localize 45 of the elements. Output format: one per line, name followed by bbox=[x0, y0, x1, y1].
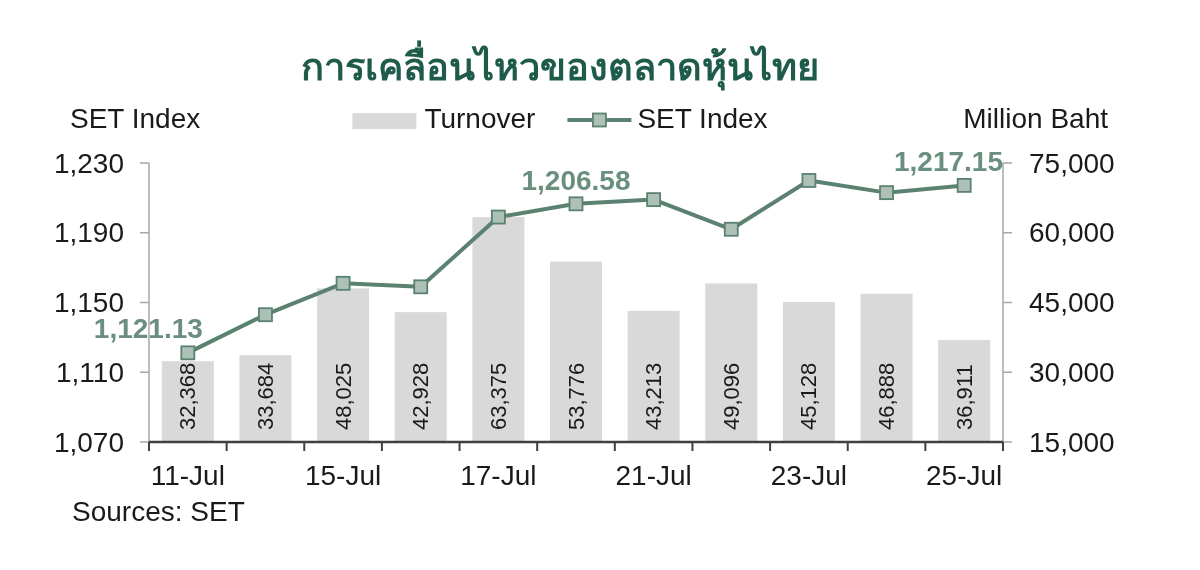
chart-title: การเคลื่อนไหวของตลาดหุ้นไทย bbox=[301, 40, 819, 91]
point bbox=[646, 192, 662, 208]
point bbox=[801, 173, 817, 188]
x-tick-label: 15-Jul bbox=[304, 460, 382, 491]
y-tick-label: 1,190 bbox=[53, 217, 124, 249]
y2-tick-label: 75,000 bbox=[1029, 147, 1115, 179]
point bbox=[879, 185, 894, 201]
legend-label: SET Index bbox=[637, 103, 768, 134]
data-label: 42,928 bbox=[408, 362, 434, 430]
point bbox=[723, 221, 739, 237]
y-tick-label: 1,110 bbox=[56, 356, 124, 388]
data-label: 53,776 bbox=[563, 362, 589, 430]
y-tick-label: 1,230 bbox=[53, 147, 124, 179]
x-tick-label: 23-Jul bbox=[770, 460, 848, 491]
source-note: Sources: SET bbox=[72, 496, 245, 527]
y2-tick-label: 15,000 bbox=[1029, 426, 1115, 458]
point bbox=[258, 307, 273, 323]
x-tick-label: 21-Jul bbox=[615, 460, 692, 491]
data-label: 45,128 bbox=[796, 362, 822, 430]
data-label: 46,888 bbox=[874, 362, 900, 430]
data-label: 1,206.58 bbox=[521, 164, 631, 196]
x-tick-label: 11-Jul bbox=[150, 460, 225, 491]
y2-tick-label: 45,000 bbox=[1029, 287, 1115, 318]
data-label: 43,213 bbox=[641, 362, 667, 430]
data-label: 36,911 bbox=[951, 364, 977, 430]
point bbox=[490, 209, 506, 225]
data-label: 32,368 bbox=[175, 362, 201, 430]
y2-tick-label: 60,000 bbox=[1029, 217, 1115, 249]
y2-axis-title: Million Baht bbox=[963, 103, 1109, 134]
y-axis-title: SET Index bbox=[70, 103, 201, 134]
data-label: 63,375 bbox=[485, 362, 511, 430]
data-label: 49,096 bbox=[718, 362, 744, 430]
data-label: 48,025 bbox=[330, 362, 356, 430]
point bbox=[335, 275, 351, 291]
point bbox=[956, 178, 972, 193]
y-tick-label: 1,070 bbox=[53, 426, 124, 458]
point bbox=[413, 279, 429, 295]
x-tick-label: 17-Jul bbox=[460, 460, 537, 491]
point bbox=[568, 196, 584, 212]
x-tick-label: 25-Jul bbox=[926, 460, 1003, 491]
data-label: 1,217.15 bbox=[894, 146, 1003, 178]
data-label: 33,684 bbox=[252, 362, 278, 430]
y2-tick-label: 30,000 bbox=[1029, 356, 1115, 388]
point bbox=[180, 345, 196, 361]
legend-label: Turnover bbox=[424, 103, 536, 134]
